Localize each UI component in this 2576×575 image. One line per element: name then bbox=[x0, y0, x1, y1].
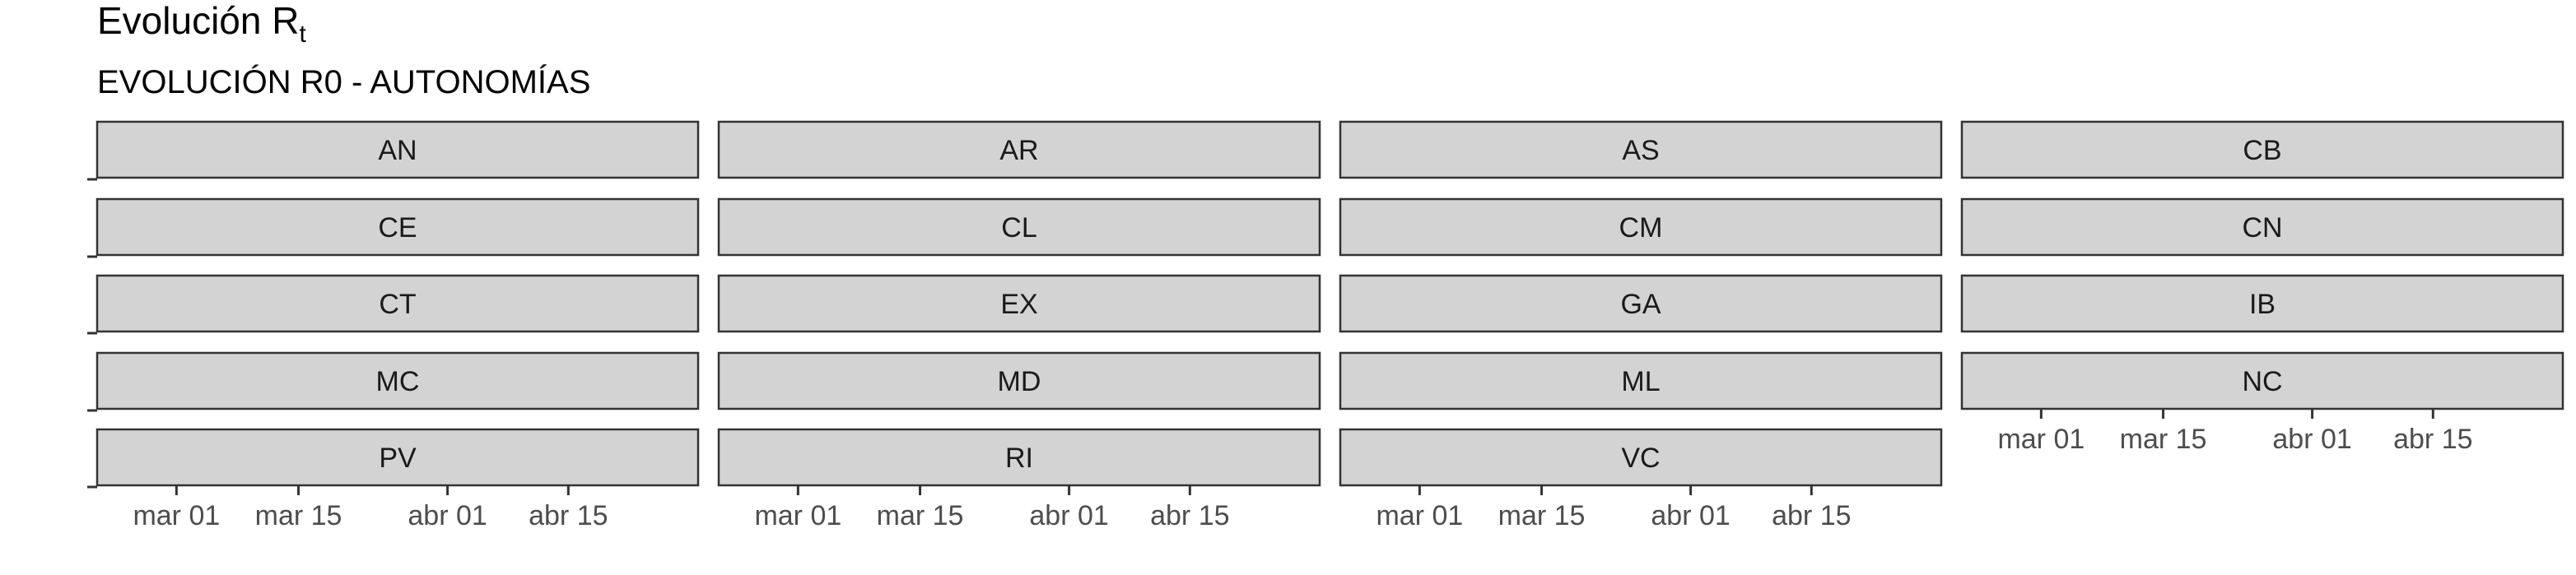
x-tick-label: mar 01 bbox=[754, 500, 841, 531]
x-tick-label: mar 15 bbox=[1498, 500, 1586, 531]
facet-strip-nc: NC bbox=[1960, 351, 2564, 410]
facet-strip-ml: ML bbox=[1339, 351, 1943, 410]
facet-strip-ga: GA bbox=[1339, 274, 1943, 333]
facet-strip-cm: CM bbox=[1339, 197, 1943, 257]
x-tick-label: mar 15 bbox=[2120, 424, 2207, 455]
x-tick-label: abr 15 bbox=[2393, 424, 2472, 455]
facet-label: CT bbox=[379, 289, 416, 320]
facet-label: RI bbox=[1005, 443, 1033, 474]
x-tick-label: abr 15 bbox=[1772, 500, 1851, 531]
facet-label: EX bbox=[1000, 289, 1037, 320]
x-tick-label: abr 01 bbox=[408, 500, 487, 531]
chart-subtitle: EVOLUCIÓN R0 - AUTONOMÍAS bbox=[97, 64, 591, 100]
facet-label: IB bbox=[2249, 289, 2276, 320]
facet-label: CM bbox=[1619, 212, 1663, 243]
facet-strip-as: AS bbox=[1339, 120, 1943, 179]
facet-label: NC bbox=[2242, 366, 2282, 397]
facet-strip-an: AN bbox=[95, 120, 700, 179]
facet-strip-ce: CE bbox=[95, 197, 700, 257]
facet-strip-mc: MC bbox=[95, 351, 700, 410]
x-tick-label: abr 15 bbox=[529, 500, 608, 531]
facet-strip-cb: CB bbox=[1960, 120, 2564, 179]
x-tick-label: mar 15 bbox=[255, 500, 342, 531]
facet-label: GA bbox=[1620, 289, 1661, 320]
chart-title: Evolución Rt bbox=[97, 0, 306, 48]
facet-strip-ar: AR bbox=[717, 120, 1321, 179]
facet-label: MD bbox=[998, 366, 1041, 397]
facet-strip-vc: VC bbox=[1339, 428, 1943, 487]
facet-label: CN bbox=[2242, 212, 2282, 243]
x-tick-label: mar 15 bbox=[877, 500, 964, 531]
facet-strip-ri: RI bbox=[717, 428, 1321, 487]
facet-strip-ct: CT bbox=[95, 274, 700, 333]
x-tick-label: mar 01 bbox=[133, 500, 220, 531]
x-tick-label: abr 01 bbox=[1029, 500, 1108, 531]
facet-label: ML bbox=[1621, 366, 1660, 397]
facet-label: AR bbox=[999, 135, 1038, 166]
facet-strip-cl: CL bbox=[717, 197, 1321, 257]
facet-label: PV bbox=[379, 443, 417, 474]
facet-strip-md: MD bbox=[717, 351, 1321, 410]
x-tick-label: mar 01 bbox=[1997, 424, 2085, 455]
x-tick-label: mar 01 bbox=[1376, 500, 1463, 531]
facet-label: AN bbox=[378, 135, 417, 166]
facet-strip-ex: EX bbox=[717, 274, 1321, 333]
facet-strip-cn: CN bbox=[1960, 197, 2564, 257]
x-tick-label: abr 01 bbox=[1651, 500, 1730, 531]
facet-label: CB bbox=[2243, 135, 2281, 166]
facet-label: AS bbox=[1622, 135, 1659, 166]
facet-label: VC bbox=[1621, 443, 1660, 474]
facet-label: MC bbox=[376, 366, 420, 397]
facet-label: CE bbox=[378, 212, 417, 243]
x-tick-label: abr 01 bbox=[2272, 424, 2351, 455]
facet-label: CL bbox=[1001, 212, 1036, 243]
x-tick-label: abr 15 bbox=[1150, 500, 1229, 531]
facet-strip-pv: PV bbox=[95, 428, 700, 487]
facet-strip-ib: IB bbox=[1960, 274, 2564, 333]
